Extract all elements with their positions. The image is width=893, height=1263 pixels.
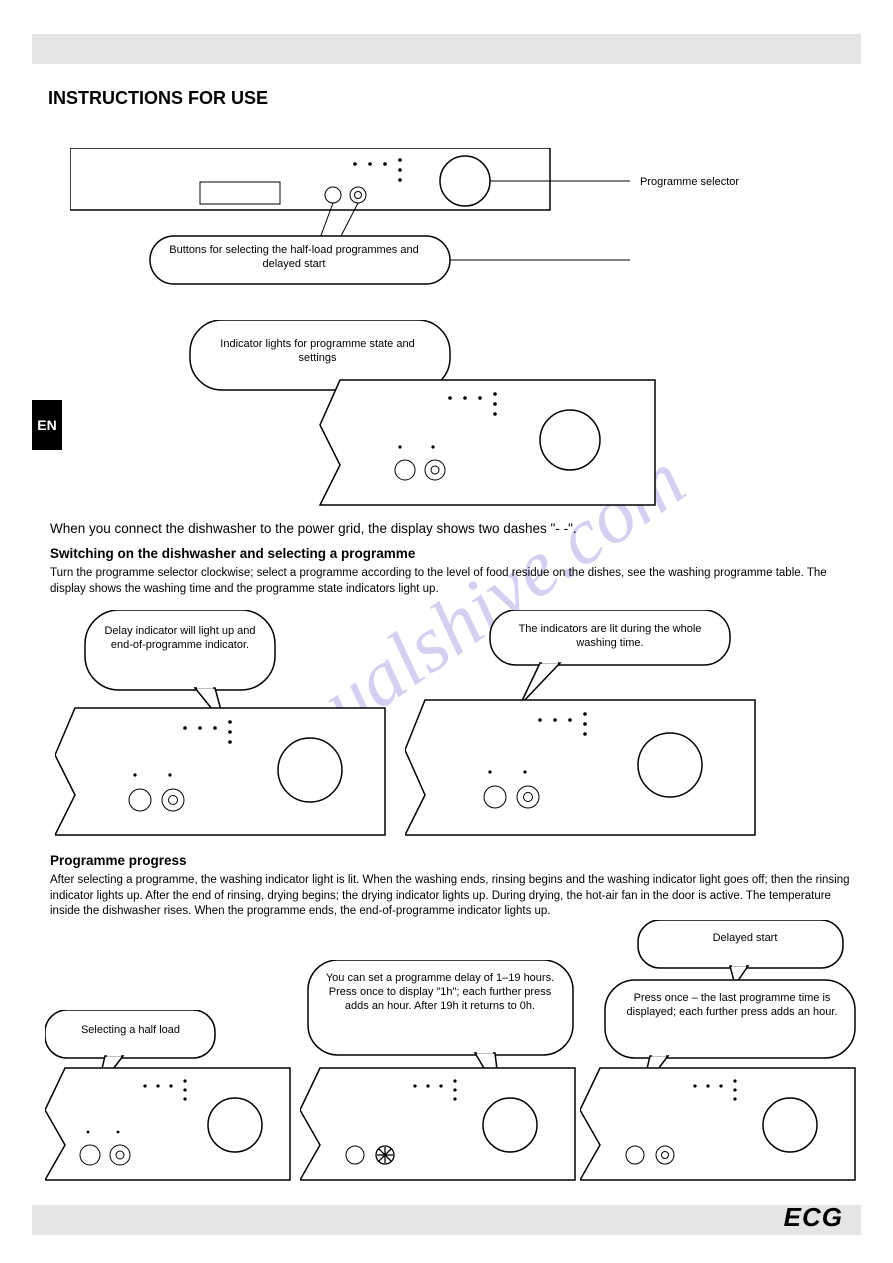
lang-tab: EN — [32, 400, 62, 450]
page-title: INSTRUCTIONS FOR USE — [48, 88, 268, 109]
label-programme-selector: Programme selector — [640, 176, 800, 190]
label-buttons: Buttons for selecting the half-load prog… — [164, 244, 424, 272]
bubble-delay-sm: Press once – the last programme time is … — [618, 992, 846, 1020]
heading-progress: Programme progress — [50, 852, 187, 870]
bubble-delay-top: Delayed start — [650, 932, 840, 946]
bottom-diagram-3 — [580, 920, 860, 1185]
bubble-left-mid: Delay indicator will light up and end-of… — [100, 625, 260, 653]
label-indicator-bubble: Indicator lights for programme state and… — [205, 338, 430, 366]
bottom-grey-bar — [32, 1205, 861, 1235]
heading-switch-on: Switching on the dishwasher and selectin… — [50, 545, 415, 563]
paragraph-grid-connect: When you connect the dishwasher to the p… — [50, 520, 577, 538]
control-panel-diagram — [70, 148, 830, 298]
bubble-halfload: Selecting a half load — [58, 1024, 203, 1038]
brand-logo: ECG — [784, 1202, 843, 1233]
top-grey-bar — [32, 34, 861, 64]
bubble-delay-big: You can set a programme delay of 1–19 ho… — [320, 972, 560, 1013]
paragraph-switch-on: Turn the programme selector clockwise; s… — [50, 566, 850, 597]
page: INSTRUCTIONS FOR USE EN manualshive.com … — [0, 0, 893, 1263]
bubble-right-mid: The indicators are lit during the whole … — [505, 623, 715, 651]
lang-tab-text: EN — [37, 417, 56, 433]
paragraph-progress: After selecting a programme, the washing… — [50, 873, 850, 920]
